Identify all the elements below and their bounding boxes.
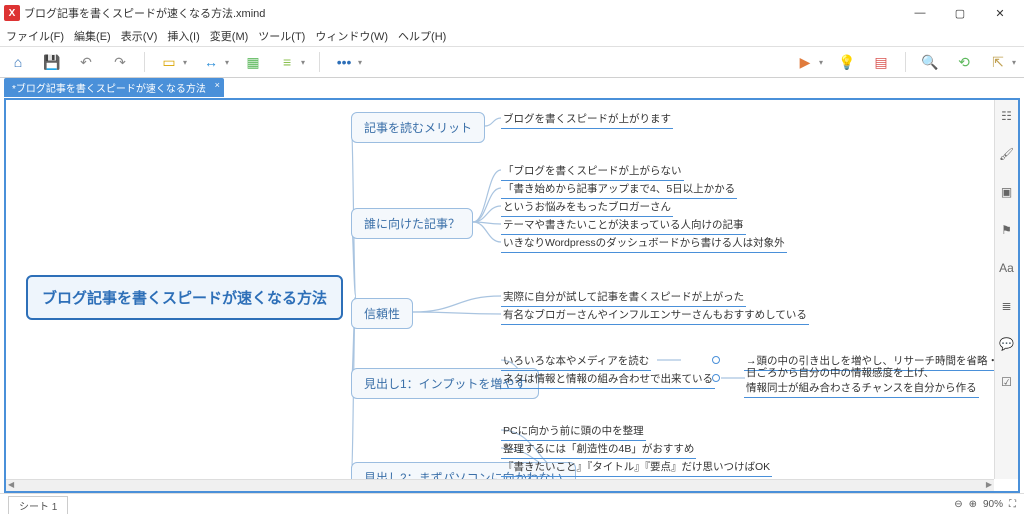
title-bar: X ブログ記事を書くスピードが速くなる方法.xmind — ▢ ✕ xyxy=(0,0,1024,26)
summary-icon[interactable]: ≡ xyxy=(277,52,297,72)
leaf-3-0[interactable]: いろいろな本やメディアを読む xyxy=(501,352,651,371)
boundary-icon[interactable]: ▦ xyxy=(243,52,263,72)
zoom-value: 90% xyxy=(983,499,1003,510)
format-icon[interactable]: 🖌 xyxy=(999,146,1015,162)
undo-icon[interactable]: ↶ xyxy=(76,52,96,72)
menu-window[interactable]: ウィンドウ(W) xyxy=(315,28,388,44)
minimize-button[interactable]: — xyxy=(900,0,940,26)
zoom-in-button[interactable]: ⊕ xyxy=(969,499,977,510)
share-icon[interactable]: ⟲ xyxy=(954,52,974,72)
brainstorm-icon[interactable]: ▤ xyxy=(871,52,891,72)
tab-strip: *ブログ記事を書くスピードが速くなる方法 × xyxy=(0,78,1024,98)
leaf-4-0[interactable]: PCに向かう前に頭の中を整理 xyxy=(501,422,646,441)
close-button[interactable]: ✕ xyxy=(980,0,1020,26)
menu-file[interactable]: ファイル(F) xyxy=(6,28,64,44)
note-icon[interactable]: ≣ xyxy=(999,298,1015,314)
leaf-4-1[interactable]: 整理するには「創造性の4B」がおすすめ xyxy=(501,440,696,459)
dropdown-icon[interactable]: ▾ xyxy=(183,58,187,67)
zoom-out-button[interactable]: ⊖ xyxy=(954,499,962,510)
marker-icon[interactable]: ⚑ xyxy=(999,222,1015,238)
redo-icon[interactable]: ↷ xyxy=(110,52,130,72)
leaf-0-0[interactable]: ブログを書くスピードが上がります xyxy=(501,110,673,129)
relation-icon[interactable]: ↔ xyxy=(201,52,221,72)
save-icon[interactable]: 💾 xyxy=(42,52,62,72)
main-topic-1[interactable]: 誰に向けた記事？ xyxy=(351,208,473,239)
app-icon: X xyxy=(4,5,20,21)
export-icon[interactable]: ⇱ xyxy=(988,52,1008,72)
workspace: ブログ記事を書くスピードが速くなる方法 記事を読むメリットブログを書くスピードが上… xyxy=(4,98,1020,493)
side-panel: ☷ 🖌 ▣ ⚑ Aa ≣ 💬 ☑ xyxy=(994,100,1018,479)
leaf-2-0[interactable]: 実際に自分が試して記事を書くスピードが上がった xyxy=(501,288,746,307)
home-icon[interactable]: ⌂ xyxy=(8,52,28,72)
root-topic[interactable]: ブログ記事を書くスピードが速くなる方法 xyxy=(26,275,343,320)
dropdown-icon[interactable]: ▾ xyxy=(819,58,823,67)
leaf-1-0[interactable]: 「ブログを書くスピードが上がらない xyxy=(501,162,684,181)
menu-insert[interactable]: 挿入(I) xyxy=(167,28,199,44)
window-title: ブログ記事を書くスピードが速くなる方法.xmind xyxy=(24,5,265,21)
text-icon[interactable]: Aa xyxy=(999,260,1015,276)
menu-modify[interactable]: 変更(M) xyxy=(210,28,249,44)
present-icon[interactable]: ▶ xyxy=(795,52,815,72)
leaf-3-1[interactable]: ネタは情報と情報の組み合わせで出来ている xyxy=(501,370,715,389)
expand-dot[interactable] xyxy=(712,356,720,364)
outline-icon[interactable]: ☷ xyxy=(999,108,1015,124)
main-topic-0[interactable]: 記事を読むメリット xyxy=(351,112,485,143)
main-topic-2[interactable]: 信頼性 xyxy=(351,298,413,329)
leaf-4-2[interactable]: 『書きたいこと』『タイトル』『要点』だけ思いつけばOK xyxy=(501,458,772,477)
menu-tools[interactable]: ツール(T) xyxy=(258,28,305,44)
search-icon[interactable]: 🔍 xyxy=(920,52,940,72)
task-icon[interactable]: ☑ xyxy=(999,374,1015,390)
image-icon[interactable]: ▣ xyxy=(999,184,1015,200)
horizontal-scrollbar[interactable] xyxy=(6,479,994,491)
dropdown-icon[interactable]: ▾ xyxy=(225,58,229,67)
maximize-button[interactable]: ▢ xyxy=(940,0,980,26)
menu-help[interactable]: ヘルプ(H) xyxy=(398,28,446,44)
document-tab[interactable]: *ブログ記事を書くスピードが速くなる方法 × xyxy=(4,78,224,97)
dropdown-icon[interactable]: ▾ xyxy=(1012,58,1016,67)
leaf-1-1[interactable]: 「書き始めから記事アップまで4、5日以上かかる xyxy=(501,180,737,199)
leaf-1-4[interactable]: いきなりWordpressのダッシュボードから書ける人は対象外 xyxy=(501,234,787,253)
menu-bar: ファイル(F) 編集(E) 表示(V) 挿入(I) 変更(M) ツール(T) ウ… xyxy=(0,26,1024,46)
zoom-fit-button[interactable]: ⛶ xyxy=(1009,499,1016,510)
tab-label: *ブログ記事を書くスピードが速くなる方法 xyxy=(12,84,206,95)
topic-icon[interactable]: ▭ xyxy=(159,52,179,72)
leaf-1-2[interactable]: というお悩みをもったブロガーさん xyxy=(501,198,673,217)
expand-dot[interactable] xyxy=(712,374,720,382)
tab-close-icon[interactable]: × xyxy=(215,80,220,90)
status-bar: シート 1 ⊖ ⊕ 90% ⛶ xyxy=(0,493,1024,515)
dropdown-icon[interactable]: ▾ xyxy=(301,58,305,67)
menu-edit[interactable]: 編集(E) xyxy=(74,28,111,44)
menu-view[interactable]: 表示(V) xyxy=(121,28,158,44)
leaf-1-3[interactable]: テーマや書きたいことが決まっている人向けの記事 xyxy=(501,216,746,235)
comment-icon[interactable]: 💬 xyxy=(999,336,1015,352)
mindmap-canvas[interactable]: ブログ記事を書くスピードが速くなる方法 記事を読むメリットブログを書くスピードが上… xyxy=(6,100,994,479)
sheet-tab[interactable]: シート 1 xyxy=(8,496,68,514)
leaf-2-1[interactable]: 有名なブロガーさんやインフルエンサーさんもおすすめしている xyxy=(501,306,809,325)
dropdown-icon[interactable]: ▾ xyxy=(358,58,362,67)
more-icon[interactable]: ••• xyxy=(334,52,354,72)
sub-3-1[interactable]: 日ごろから自分の中の情報感度を上げ、 情報同士が組み合わさるチャンスを自分から作… xyxy=(744,364,979,398)
idea-icon[interactable]: 💡 xyxy=(837,52,857,72)
toolbar: ⌂ 💾 ↶ ↷ ▭ ▾ ↔ ▾ ▦ ≡ ▾ ••• ▾ ▶ ▾ 💡 ▤ 🔍 ⟲ ⇱ ▾ xyxy=(0,46,1024,78)
